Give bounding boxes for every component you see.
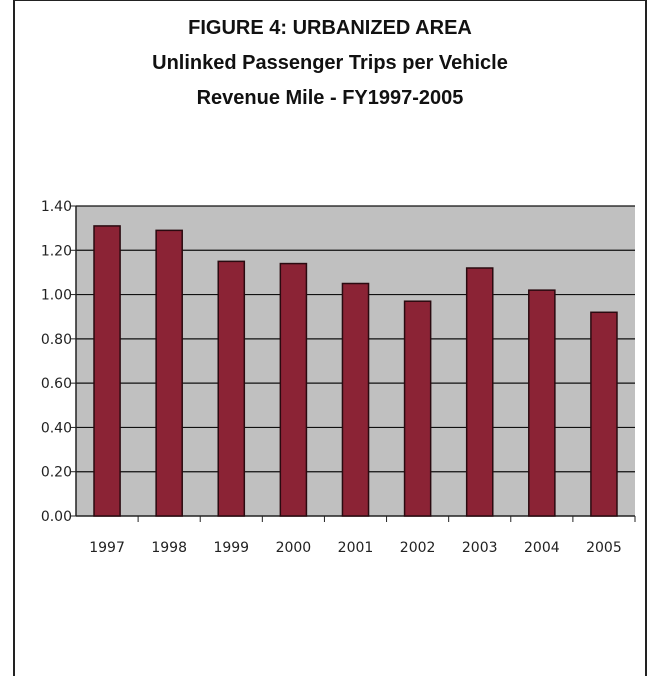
x-tick-label: 1998 [151, 540, 187, 556]
x-tick-label: 1997 [89, 540, 125, 556]
bar [528, 289, 556, 517]
bar [217, 260, 246, 517]
bar [279, 262, 308, 517]
y-tick-label: 0.00 [41, 509, 72, 525]
x-tick-label: 2000 [276, 540, 312, 556]
bar [590, 311, 618, 517]
x-tick-label: 2004 [524, 540, 560, 556]
y-tick-label: 0.60 [41, 376, 72, 392]
bar [341, 282, 370, 517]
x-tick-label: 1999 [213, 540, 249, 556]
y-tick-label: 0.20 [41, 465, 72, 481]
bar [403, 300, 432, 517]
x-tick-label: 2002 [400, 540, 436, 556]
x-tick-label: 2005 [586, 540, 622, 556]
chart-title: FIGURE 4: URBANIZED AREA [188, 17, 472, 39]
bar [155, 229, 183, 517]
y-tick-label: 1.40 [41, 199, 72, 215]
x-tick-label: 2001 [338, 540, 374, 556]
y-tick-label: 1.00 [41, 288, 72, 304]
chart-subtitle-line-1: Unlinked Passenger Trips per Vehicle [152, 52, 508, 74]
bar [93, 225, 121, 517]
chart-frame [13, 0, 647, 676]
bar [465, 267, 494, 517]
y-tick-label: 0.40 [41, 420, 72, 436]
chart-subtitle-line-2: Revenue Mile - FY1997-2005 [196, 87, 464, 109]
y-tick-label: 0.80 [41, 332, 72, 348]
x-tick-label: 2003 [462, 540, 498, 556]
y-tick-label: 1.20 [41, 243, 72, 259]
